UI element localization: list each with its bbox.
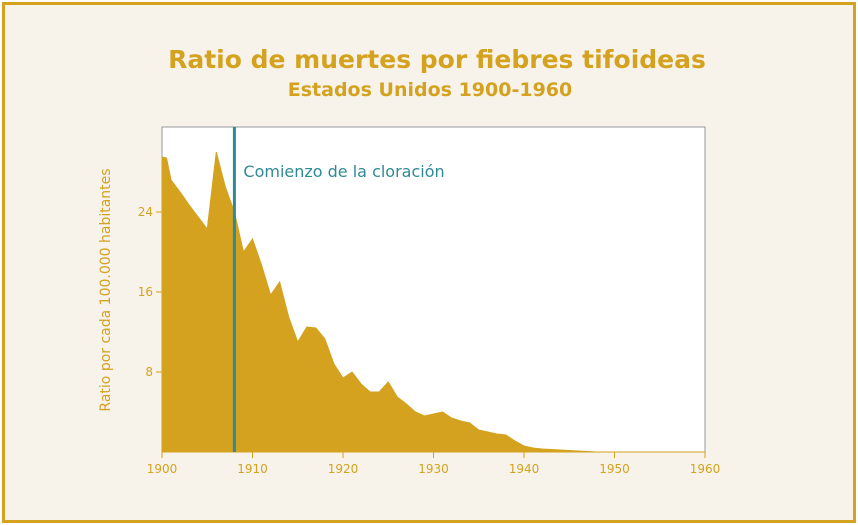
x-tick-label: 1950 (599, 462, 630, 476)
chart-title: Ratio de muertes por fiebres tifoideas (168, 45, 706, 74)
x-tick-label: 1900 (147, 462, 178, 476)
y-tick-label: 8 (145, 365, 153, 379)
y-tick-label: 24 (138, 205, 153, 219)
chart-subtitle: Estados Unidos 1900-1960 (288, 79, 572, 101)
y-axis-label: Ratio por cada 100.000 habitantes (98, 168, 114, 411)
x-tick-label: 1920 (328, 462, 359, 476)
x-tick-label: 1910 (237, 462, 268, 476)
y-tick-label: 16 (138, 285, 153, 299)
x-tick-label: 1930 (418, 462, 449, 476)
x-tick-label: 1940 (509, 462, 540, 476)
chlorination-label: Comienzo de la cloración (243, 162, 444, 181)
area-series (161, 151, 705, 453)
x-tick-label: 1960 (690, 462, 721, 476)
